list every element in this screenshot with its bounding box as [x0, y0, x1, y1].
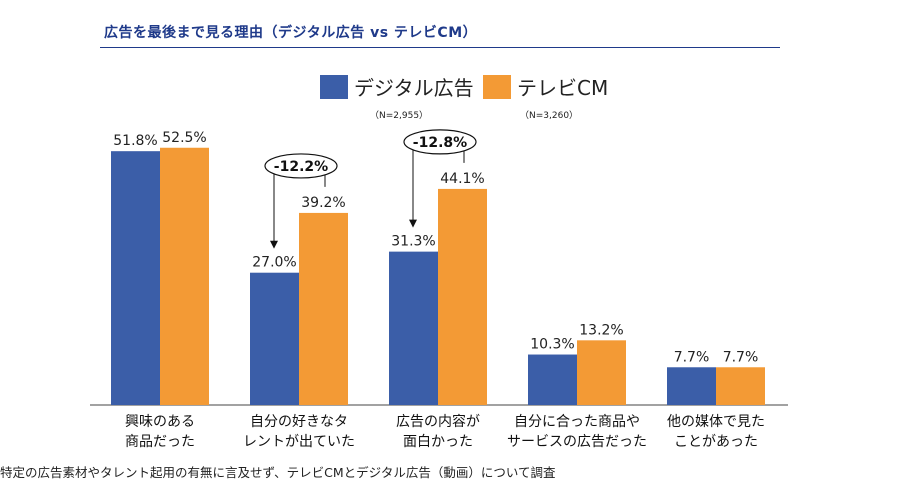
legend-n-digital: （N=2,955） [370, 111, 429, 121]
bar-digital-0 [111, 151, 160, 405]
annotation-arrow-2 [404, 141, 417, 228]
category-label-0-line-0: 興味のある [125, 414, 195, 430]
legend-swatch-tv [483, 74, 511, 99]
chart-title: 広告を最後まで見る理由（デジタル広告 vs テレビCM） [104, 25, 478, 41]
value-label-digital-1: 27.0% [252, 255, 296, 271]
annotation-arrow-1 [265, 165, 278, 249]
value-label-tv-3: 13.2% [579, 322, 623, 338]
bar-tv-0 [160, 147, 209, 405]
legend-label-tv: テレビCM [517, 76, 609, 100]
annotation-label-1: -12.2% [274, 159, 328, 175]
value-label-digital-2: 31.3% [391, 234, 435, 250]
category-label-3-line-0: 自分に合った商品や [514, 414, 640, 430]
category-label-2-line-0: 広告の内容が [396, 413, 480, 430]
annotation-ellipse-2 [403, 129, 477, 155]
legend-swatch-digital [320, 74, 348, 99]
value-label-digital-0: 51.8% [113, 133, 157, 149]
bar-digital-1 [250, 272, 299, 405]
bar-digital-2 [389, 251, 438, 405]
bar-digital-3 [528, 354, 577, 405]
category-label-1-line-0: 自分の好きなタ [250, 414, 348, 430]
category-label-4-line-1: ことがあった [674, 434, 758, 450]
category-label-1-line-1: レントが出ていた [243, 434, 355, 450]
legend-label-digital: デジタル広告 [354, 76, 474, 100]
bar-tv-4 [716, 367, 765, 405]
footnote: 特定の広告素材やタレント起用の有無に言及せず、テレビCMとデジタル広告（動画）に… [0, 465, 556, 480]
legend-item-tv: テレビCM [483, 72, 608, 101]
title-divider [100, 47, 780, 48]
value-label-tv-4: 7.7% [723, 349, 759, 365]
bar-digital-4 [667, 367, 716, 405]
bar-tv-3 [577, 340, 626, 405]
value-label-tv-2: 44.1% [440, 171, 484, 187]
annotation-label-2: -12.8% [413, 135, 467, 151]
category-label-3-line-1: サービスの広告だった [507, 434, 647, 450]
category-label-4-line-0: 他の媒体で見た [667, 414, 765, 430]
bar-tv-2 [438, 188, 487, 405]
value-label-tv-0: 52.5% [162, 130, 206, 146]
value-label-digital-3: 10.3% [530, 337, 574, 353]
category-label-2-line-1: 面白かった [403, 434, 473, 450]
value-label-digital-4: 7.7% [674, 349, 710, 365]
legend-n-tv: （N=3,260） [520, 111, 579, 121]
value-label-tv-1: 39.2% [301, 195, 345, 211]
legend-item-digital: デジタル広告 [320, 72, 474, 101]
bar-tv-1 [299, 212, 348, 405]
annotation-ellipse-1 [264, 153, 338, 179]
category-label-0-line-1: 商品だった [125, 434, 195, 450]
